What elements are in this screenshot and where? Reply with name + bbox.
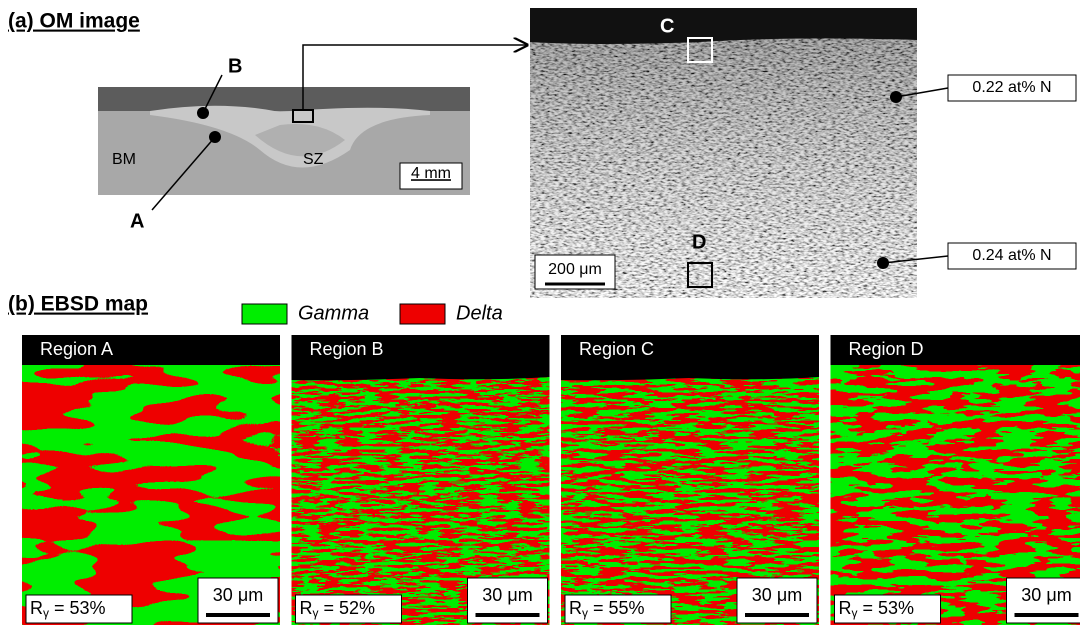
ratio-value: = 52% bbox=[319, 598, 376, 618]
ebsd-panel: Region C Rγ = 55% 30 μm bbox=[561, 335, 819, 625]
region-label: Region D bbox=[849, 339, 924, 359]
ratio-label: Rγ = 53% bbox=[839, 598, 915, 620]
ratio-label: Rγ = 55% bbox=[569, 598, 645, 620]
ratio-label: Rγ = 53% bbox=[30, 598, 106, 620]
ratio-symbol: R bbox=[569, 598, 582, 618]
ratio-symbol: R bbox=[300, 598, 313, 618]
scale-label: 200 μm bbox=[548, 261, 602, 278]
figure: (a) OM image BM SZ 4 mm B A C D 200 μm 0… bbox=[0, 0, 1080, 625]
base-metal-label: BM bbox=[112, 151, 136, 168]
panel-title: (b) EBSD map bbox=[8, 293, 148, 316]
legend-label: Delta bbox=[456, 302, 503, 324]
ebsd-panel: Region A Rγ = 53% 30 μm bbox=[22, 335, 280, 625]
nitrogen-label: 0.24 at% N bbox=[972, 247, 1051, 264]
legend-swatch bbox=[242, 304, 287, 324]
point-label: B bbox=[228, 55, 242, 77]
point-b bbox=[197, 107, 209, 119]
ratio-symbol: R bbox=[839, 598, 852, 618]
nitrogen-label: 0.22 at% N bbox=[972, 79, 1051, 96]
panel-title: (a) OM image bbox=[8, 10, 140, 33]
measure-point bbox=[877, 257, 889, 269]
scale-label: 4 mm bbox=[411, 165, 451, 182]
ratio-value: = 53% bbox=[858, 598, 915, 618]
scale-label: 30 μm bbox=[213, 585, 263, 605]
point-a bbox=[209, 131, 221, 143]
stir-zone-label: SZ bbox=[303, 151, 324, 168]
legend-swatch bbox=[400, 304, 445, 324]
point-label: C bbox=[660, 15, 674, 37]
ratio-symbol: R bbox=[30, 598, 43, 618]
scale-label: 30 μm bbox=[482, 585, 532, 605]
point-label: A bbox=[130, 210, 144, 232]
ebsd-panel: Region D Rγ = 53% 30 μm bbox=[831, 335, 1080, 625]
surface-band bbox=[561, 365, 819, 380]
region-label: Region A bbox=[40, 339, 113, 359]
measure-point bbox=[890, 91, 902, 103]
ratio-label: Rγ = 52% bbox=[300, 598, 376, 620]
ratio-value: = 53% bbox=[49, 598, 106, 618]
legend-label: Gamma bbox=[298, 302, 369, 324]
ebsd-panels: Region A Rγ = 53% 30 μm Region B Rγ = 52% 30 … bbox=[22, 335, 1080, 625]
region-label: Region C bbox=[579, 339, 654, 359]
point-label: D bbox=[692, 231, 706, 253]
ebsd-panel: Region B Rγ = 52% 30 μm bbox=[292, 335, 550, 625]
region-label: Region B bbox=[310, 339, 384, 359]
ratio-value: = 55% bbox=[588, 598, 645, 618]
scale-label: 30 μm bbox=[752, 585, 802, 605]
scale-label: 30 μm bbox=[1021, 585, 1071, 605]
legend: Gamma Delta bbox=[242, 302, 503, 324]
surface-band bbox=[292, 365, 550, 380]
